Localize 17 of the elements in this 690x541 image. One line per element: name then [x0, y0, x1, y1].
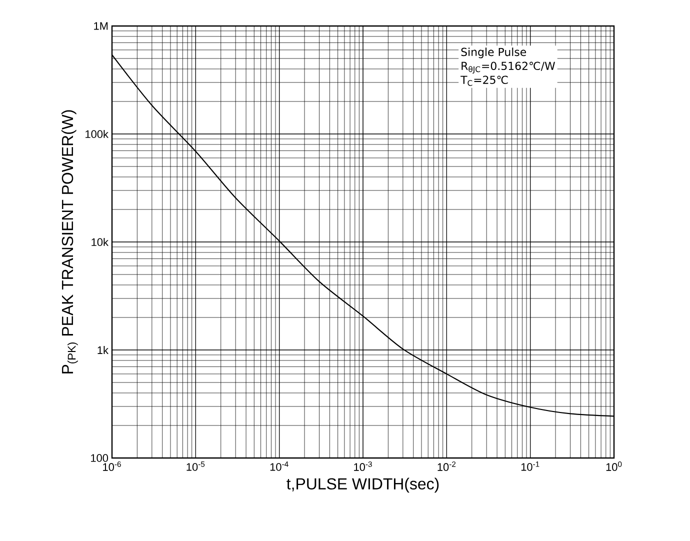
y-tick-label: 10k	[92, 238, 108, 246]
annotation: Single Pulse	[461, 48, 526, 58]
annotation: R$_{θJC}$=0.5162℃/W	[462, 62, 555, 74]
y-axis-title: P$_{(PK)}$ PEAK TRANSIENT POWER(W)	[61, 110, 78, 374]
y-tick-label: 100	[91, 454, 108, 462]
x-tick-label: 10$^{-1}$	[521, 462, 540, 471]
x-tick-label: 10$^{-3}$	[354, 462, 372, 471]
x-tick-label: 10$^{0}$	[606, 462, 622, 471]
y-tick-label: 1M	[94, 22, 108, 30]
y-tick-label: 1k	[98, 346, 108, 354]
x-tick-label: 10$^{-6}$	[103, 462, 121, 471]
annotation: T$_{C}$=25℃	[460, 76, 508, 86]
x-tick-label: 10$^{-5}$	[186, 462, 205, 471]
x-tick-label: 10$^{-2}$	[438, 462, 456, 471]
x-axis-title: t,PULSE WIDTH(sec)	[286, 478, 439, 493]
y-tick-label: 100k	[86, 130, 108, 138]
x-tick-label: 10$^{-4}$	[270, 462, 288, 471]
